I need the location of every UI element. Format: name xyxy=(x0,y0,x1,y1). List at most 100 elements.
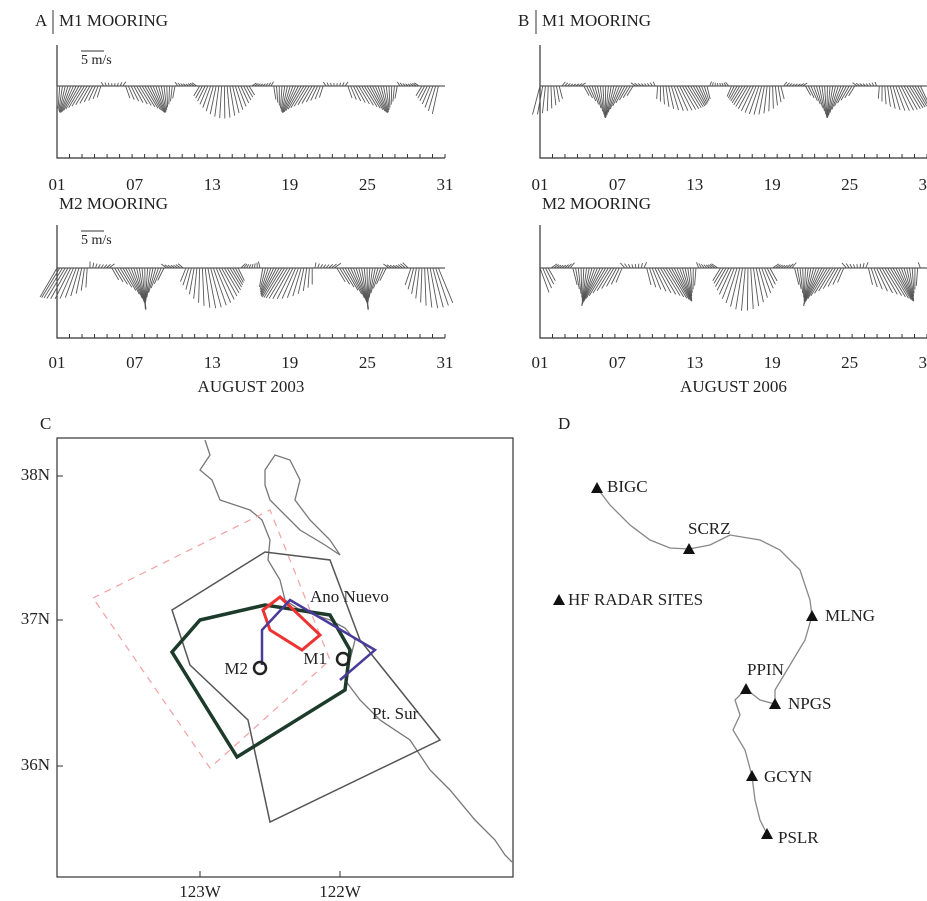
stick xyxy=(245,264,250,269)
stick xyxy=(726,85,732,97)
panel-label: B xyxy=(518,11,529,30)
stick xyxy=(394,85,398,99)
stick xyxy=(374,85,387,113)
stick xyxy=(177,263,184,269)
legend-label: HF RADAR SITES xyxy=(568,590,703,609)
stick xyxy=(783,264,788,269)
stick xyxy=(281,267,297,299)
axes xyxy=(56,225,445,339)
stick xyxy=(59,267,74,299)
x-tick-label: 122W xyxy=(319,882,362,901)
stick xyxy=(627,263,631,269)
stick xyxy=(88,85,96,101)
stick xyxy=(580,82,586,87)
x-tick-label: 01 xyxy=(532,353,549,372)
stick xyxy=(692,85,706,107)
y-tick-label: 36N xyxy=(21,755,50,774)
stick xyxy=(261,267,277,297)
domain-outline xyxy=(92,509,331,769)
stick xyxy=(564,82,569,87)
plot-title: M2 MOORING xyxy=(59,194,168,213)
stick xyxy=(711,263,719,269)
stick xyxy=(260,267,269,293)
stick xyxy=(307,267,310,288)
stick xyxy=(807,267,826,299)
stick xyxy=(437,267,454,304)
stick xyxy=(744,85,757,113)
stick xyxy=(405,83,409,87)
stick xyxy=(229,85,236,116)
x-tick-label: 07 xyxy=(126,353,144,372)
stick xyxy=(730,267,741,307)
stick xyxy=(214,85,220,117)
stick xyxy=(802,82,808,87)
stick xyxy=(328,264,334,269)
stick xyxy=(665,267,685,298)
stick xyxy=(831,85,842,110)
stick xyxy=(575,83,580,87)
y-tick-label: 38N xyxy=(21,465,50,484)
stick xyxy=(302,267,308,292)
x-tick-label: 13 xyxy=(686,175,703,194)
stick xyxy=(136,85,148,105)
m2-marker xyxy=(252,660,268,676)
blue-line xyxy=(260,598,378,681)
stick xyxy=(314,85,321,100)
stick xyxy=(122,267,137,291)
stick xyxy=(572,267,578,286)
red-box xyxy=(261,595,323,652)
stick xyxy=(155,85,166,113)
stick xyxy=(643,261,647,269)
stick xyxy=(763,85,768,114)
stick xyxy=(399,82,404,87)
stick xyxy=(297,85,310,106)
stick xyxy=(541,85,546,114)
stick xyxy=(180,267,187,282)
stick xyxy=(138,85,152,106)
stick xyxy=(415,85,423,97)
stick xyxy=(259,267,264,287)
stick xyxy=(768,85,771,112)
stick xyxy=(815,85,824,108)
stick xyxy=(122,81,127,87)
stick xyxy=(157,267,165,281)
stick xyxy=(900,267,915,302)
stick xyxy=(733,85,746,105)
stick xyxy=(583,85,590,96)
stick xyxy=(684,267,693,299)
stick xyxy=(892,267,912,300)
stick xyxy=(167,264,173,269)
stick xyxy=(205,85,214,112)
stick xyxy=(668,267,688,299)
stick xyxy=(262,83,266,87)
stick xyxy=(824,85,827,117)
stick xyxy=(575,267,580,290)
x-tick-label: 19 xyxy=(764,175,781,194)
stick xyxy=(71,85,85,107)
stick xyxy=(199,85,209,105)
stick xyxy=(837,85,847,104)
stick xyxy=(383,263,390,269)
stick xyxy=(777,85,782,103)
stick xyxy=(273,85,277,100)
stick xyxy=(158,85,167,113)
stick xyxy=(347,267,362,295)
x-tick-label: 13 xyxy=(204,175,221,194)
stick xyxy=(407,267,415,290)
stick xyxy=(900,85,914,111)
map-annotation: M1 xyxy=(303,649,327,668)
stick xyxy=(561,81,566,87)
stick xyxy=(649,82,653,87)
stick xyxy=(160,263,168,269)
stick xyxy=(326,82,330,87)
stick xyxy=(564,264,569,269)
stick xyxy=(259,83,264,87)
stick xyxy=(283,85,297,113)
radar-site xyxy=(683,543,695,554)
stick xyxy=(314,262,317,269)
stick xyxy=(411,267,417,294)
stick xyxy=(100,81,105,87)
stick xyxy=(281,85,288,113)
stick xyxy=(828,85,836,116)
stick xyxy=(221,267,238,297)
